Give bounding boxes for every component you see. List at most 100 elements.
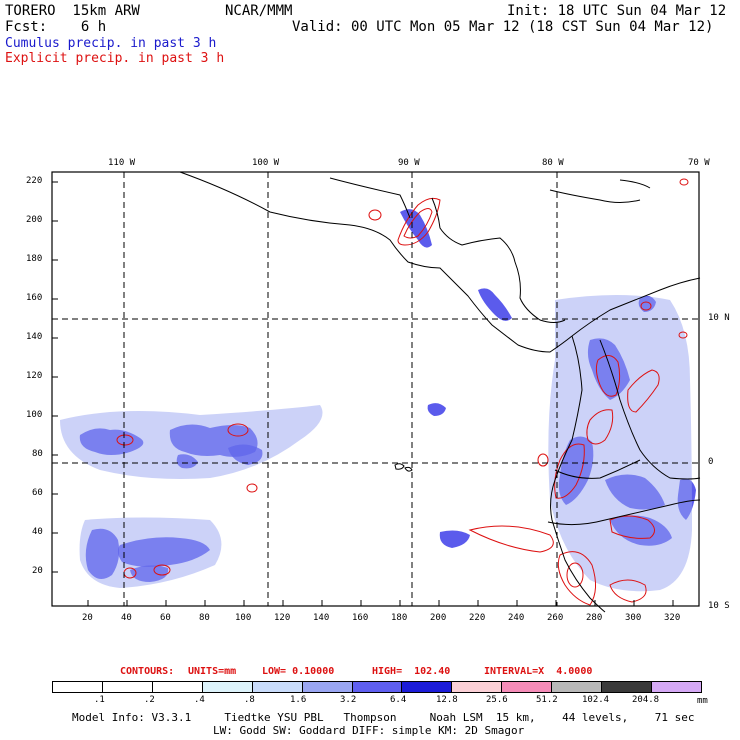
country-border bbox=[547, 499, 701, 526]
colorbar-unit: mm bbox=[697, 696, 708, 706]
cumulus-area bbox=[427, 403, 446, 416]
x-tick-label: 300 bbox=[625, 613, 642, 623]
lat-label-10n: 10 N bbox=[708, 313, 730, 323]
colorbar bbox=[52, 681, 702, 693]
x-tick-label: 220 bbox=[469, 613, 486, 623]
x-tick-marks bbox=[87, 600, 674, 606]
plot-frame bbox=[51, 171, 700, 607]
explicit-contour bbox=[566, 562, 584, 588]
lon-label-70w: 70 W bbox=[688, 158, 710, 168]
explicit-contour bbox=[586, 409, 614, 445]
colorbar-swatch bbox=[302, 682, 353, 692]
x-tick-label: 280 bbox=[586, 613, 603, 623]
explicit-contour bbox=[609, 515, 655, 539]
galapagos-island bbox=[404, 466, 413, 472]
mexico-gulf-coast bbox=[329, 177, 411, 219]
x-tick-label: 260 bbox=[547, 613, 564, 623]
explicit-contour bbox=[403, 208, 433, 239]
lon-gridlines bbox=[123, 172, 558, 606]
contours-prefix: CONTOURS: bbox=[120, 666, 175, 677]
colorbar-label: 12.8 bbox=[436, 695, 458, 705]
colorbar-label: .1 bbox=[94, 695, 105, 705]
explicit-contour bbox=[537, 453, 549, 467]
x-tick-label: 40 bbox=[121, 613, 132, 623]
explicit-contour bbox=[554, 443, 585, 499]
colorbar-label: 1.6 bbox=[290, 695, 307, 705]
south-america-pacific-coast bbox=[550, 335, 606, 613]
light-precip-layer bbox=[60, 295, 692, 592]
coastlines bbox=[179, 171, 701, 613]
y-tick-label: 60 bbox=[32, 488, 43, 498]
country-border bbox=[599, 339, 701, 480]
init-time: Init: 18 UTC Sun 04 Mar 12 bbox=[507, 3, 727, 19]
explicit-contour bbox=[640, 301, 652, 311]
caribbean-island bbox=[619, 179, 651, 189]
colorbar-label: 6.4 bbox=[390, 695, 407, 705]
x-tick-label: 200 bbox=[430, 613, 447, 623]
y-tick-label: 40 bbox=[32, 527, 43, 537]
org-label: NCAR/MMM bbox=[225, 3, 293, 19]
x-tick-label: 100 bbox=[235, 613, 252, 623]
explicit-contour bbox=[397, 197, 441, 246]
explicit-contour bbox=[368, 209, 382, 221]
explicit-contour bbox=[246, 483, 258, 493]
contours-high: HIGH= 102.40 bbox=[372, 666, 451, 677]
colorbar-swatch bbox=[252, 682, 303, 692]
explicit-contour bbox=[468, 525, 554, 553]
x-tick-label: 20 bbox=[82, 613, 93, 623]
pacific-coast-central-america bbox=[179, 171, 573, 353]
colorbar-swatch bbox=[202, 682, 253, 692]
caribbean-coast bbox=[431, 197, 566, 323]
colorbar-swatch bbox=[602, 682, 653, 692]
explicit-contour bbox=[227, 423, 249, 437]
y-tick-label: 220 bbox=[26, 176, 43, 186]
colorbar-swatch bbox=[102, 682, 153, 692]
colorbar-label: .8 bbox=[244, 695, 255, 705]
explicit-precip-layer bbox=[116, 178, 689, 606]
y-tick-label: 140 bbox=[26, 332, 43, 342]
north-south-america-coast bbox=[571, 277, 701, 337]
lon-label-80w: 80 W bbox=[542, 158, 564, 168]
y-tick-label: 200 bbox=[26, 215, 43, 225]
x-tick-label: 240 bbox=[508, 613, 525, 623]
colorbar-swatch bbox=[352, 682, 403, 692]
colorbar-label: 25.6 bbox=[486, 695, 508, 705]
y-tick-label: 120 bbox=[26, 371, 43, 381]
cumulus-area bbox=[439, 530, 470, 548]
colorbar-label: .4 bbox=[194, 695, 205, 705]
model-title: TORERO 15km ARW bbox=[5, 3, 140, 19]
y-tick-label: 100 bbox=[26, 410, 43, 420]
colorbar-label: .2 bbox=[144, 695, 155, 705]
cumulus-area bbox=[478, 288, 512, 321]
explicit-contour bbox=[116, 434, 134, 446]
x-tick-label: 60 bbox=[160, 613, 171, 623]
x-tick-label: 80 bbox=[199, 613, 210, 623]
explicit-contour bbox=[153, 564, 171, 576]
contours-units: UNITS=mm bbox=[188, 666, 237, 677]
galapagos-island bbox=[394, 463, 405, 470]
lon-label-100w: 100 W bbox=[252, 158, 280, 168]
explicit-contour bbox=[679, 178, 689, 186]
light-precip-area bbox=[548, 295, 692, 592]
colorbar-swatch bbox=[53, 682, 103, 692]
country-border bbox=[554, 459, 641, 479]
colorbar-label: 51.2 bbox=[536, 695, 558, 705]
lon-label-90w: 90 W bbox=[398, 158, 420, 168]
explicit-contour bbox=[627, 369, 660, 413]
y-tick-label: 180 bbox=[26, 254, 43, 264]
y-tick-label: 160 bbox=[26, 293, 43, 303]
colorbar-swatch bbox=[452, 682, 503, 692]
lat-label-0: 0 bbox=[708, 457, 714, 467]
contours-low: LOW= 0.10000 bbox=[262, 666, 335, 677]
explicit-label: Explicit precip. in past 3 h bbox=[5, 51, 225, 66]
colorbar-swatch bbox=[652, 682, 701, 692]
colorbar-swatch bbox=[152, 682, 203, 692]
cumulus-area bbox=[400, 209, 432, 248]
light-precip-area bbox=[60, 405, 323, 479]
cumulus-label: Cumulus precip. in past 3 h bbox=[5, 36, 217, 51]
x-tick-label: 320 bbox=[664, 613, 681, 623]
colorbar-labels: .1 .2 .4 .8 1.6 3.2 6.4 12.8 25.6 51.2 102.4 204.8 bbox=[52, 696, 702, 708]
colorbar-label: 102.4 bbox=[582, 695, 610, 705]
light-precip-area bbox=[79, 517, 222, 588]
